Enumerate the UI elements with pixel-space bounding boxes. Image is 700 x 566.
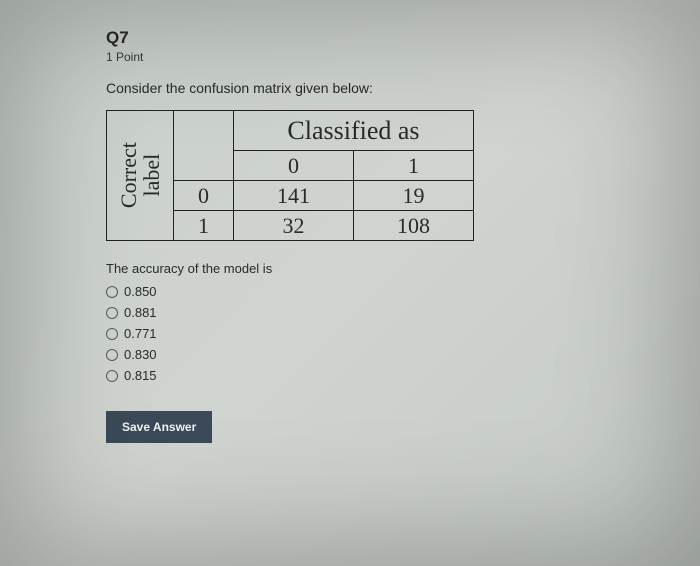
row-axis-label: Correct label [117, 143, 163, 209]
cell-0-1: 19 [353, 181, 473, 211]
corner-cell [173, 111, 233, 181]
col-label-1: 1 [353, 151, 473, 181]
option-0[interactable]: 0.850 [106, 284, 620, 299]
question-prompt: Consider the confusion matrix given belo… [106, 80, 620, 96]
option-label: 0.815 [124, 368, 157, 383]
radio-icon [106, 349, 118, 361]
col-label-0: 0 [233, 151, 353, 181]
option-label: 0.850 [124, 284, 157, 299]
radio-icon [106, 307, 118, 319]
option-label: 0.771 [124, 326, 157, 341]
option-label: 0.881 [124, 305, 157, 320]
cell-1-0: 32 [233, 211, 353, 241]
question-points: 1 Point [106, 50, 620, 64]
confusion-matrix: Correct label Classified as 0 1 0 141 19… [106, 110, 620, 241]
radio-icon [106, 370, 118, 382]
question-followup: The accuracy of the model is [106, 261, 620, 276]
question-card: Q7 1 Point Consider the confusion matrix… [0, 0, 700, 463]
radio-icon [106, 328, 118, 340]
confusion-table: Correct label Classified as 0 1 0 141 19… [106, 110, 474, 241]
option-4[interactable]: 0.815 [106, 368, 620, 383]
option-3[interactable]: 0.830 [106, 347, 620, 362]
option-1[interactable]: 0.881 [106, 305, 620, 320]
cell-1-1: 108 [353, 211, 473, 241]
option-2[interactable]: 0.771 [106, 326, 620, 341]
col-axis-label: Classified as [233, 111, 473, 151]
row-axis-label-line2: label [140, 143, 163, 209]
option-label: 0.830 [124, 347, 157, 362]
radio-icon [106, 286, 118, 298]
row-label-0: 0 [173, 181, 233, 211]
row-label-1: 1 [173, 211, 233, 241]
answer-options: 0.850 0.881 0.771 0.830 0.815 [106, 284, 620, 383]
question-number: Q7 [106, 28, 620, 48]
row-axis-label-line1: Correct [117, 143, 140, 209]
save-answer-button[interactable]: Save Answer [106, 411, 212, 443]
cell-0-0: 141 [233, 181, 353, 211]
row-axis-label-cell: Correct label [107, 111, 174, 241]
